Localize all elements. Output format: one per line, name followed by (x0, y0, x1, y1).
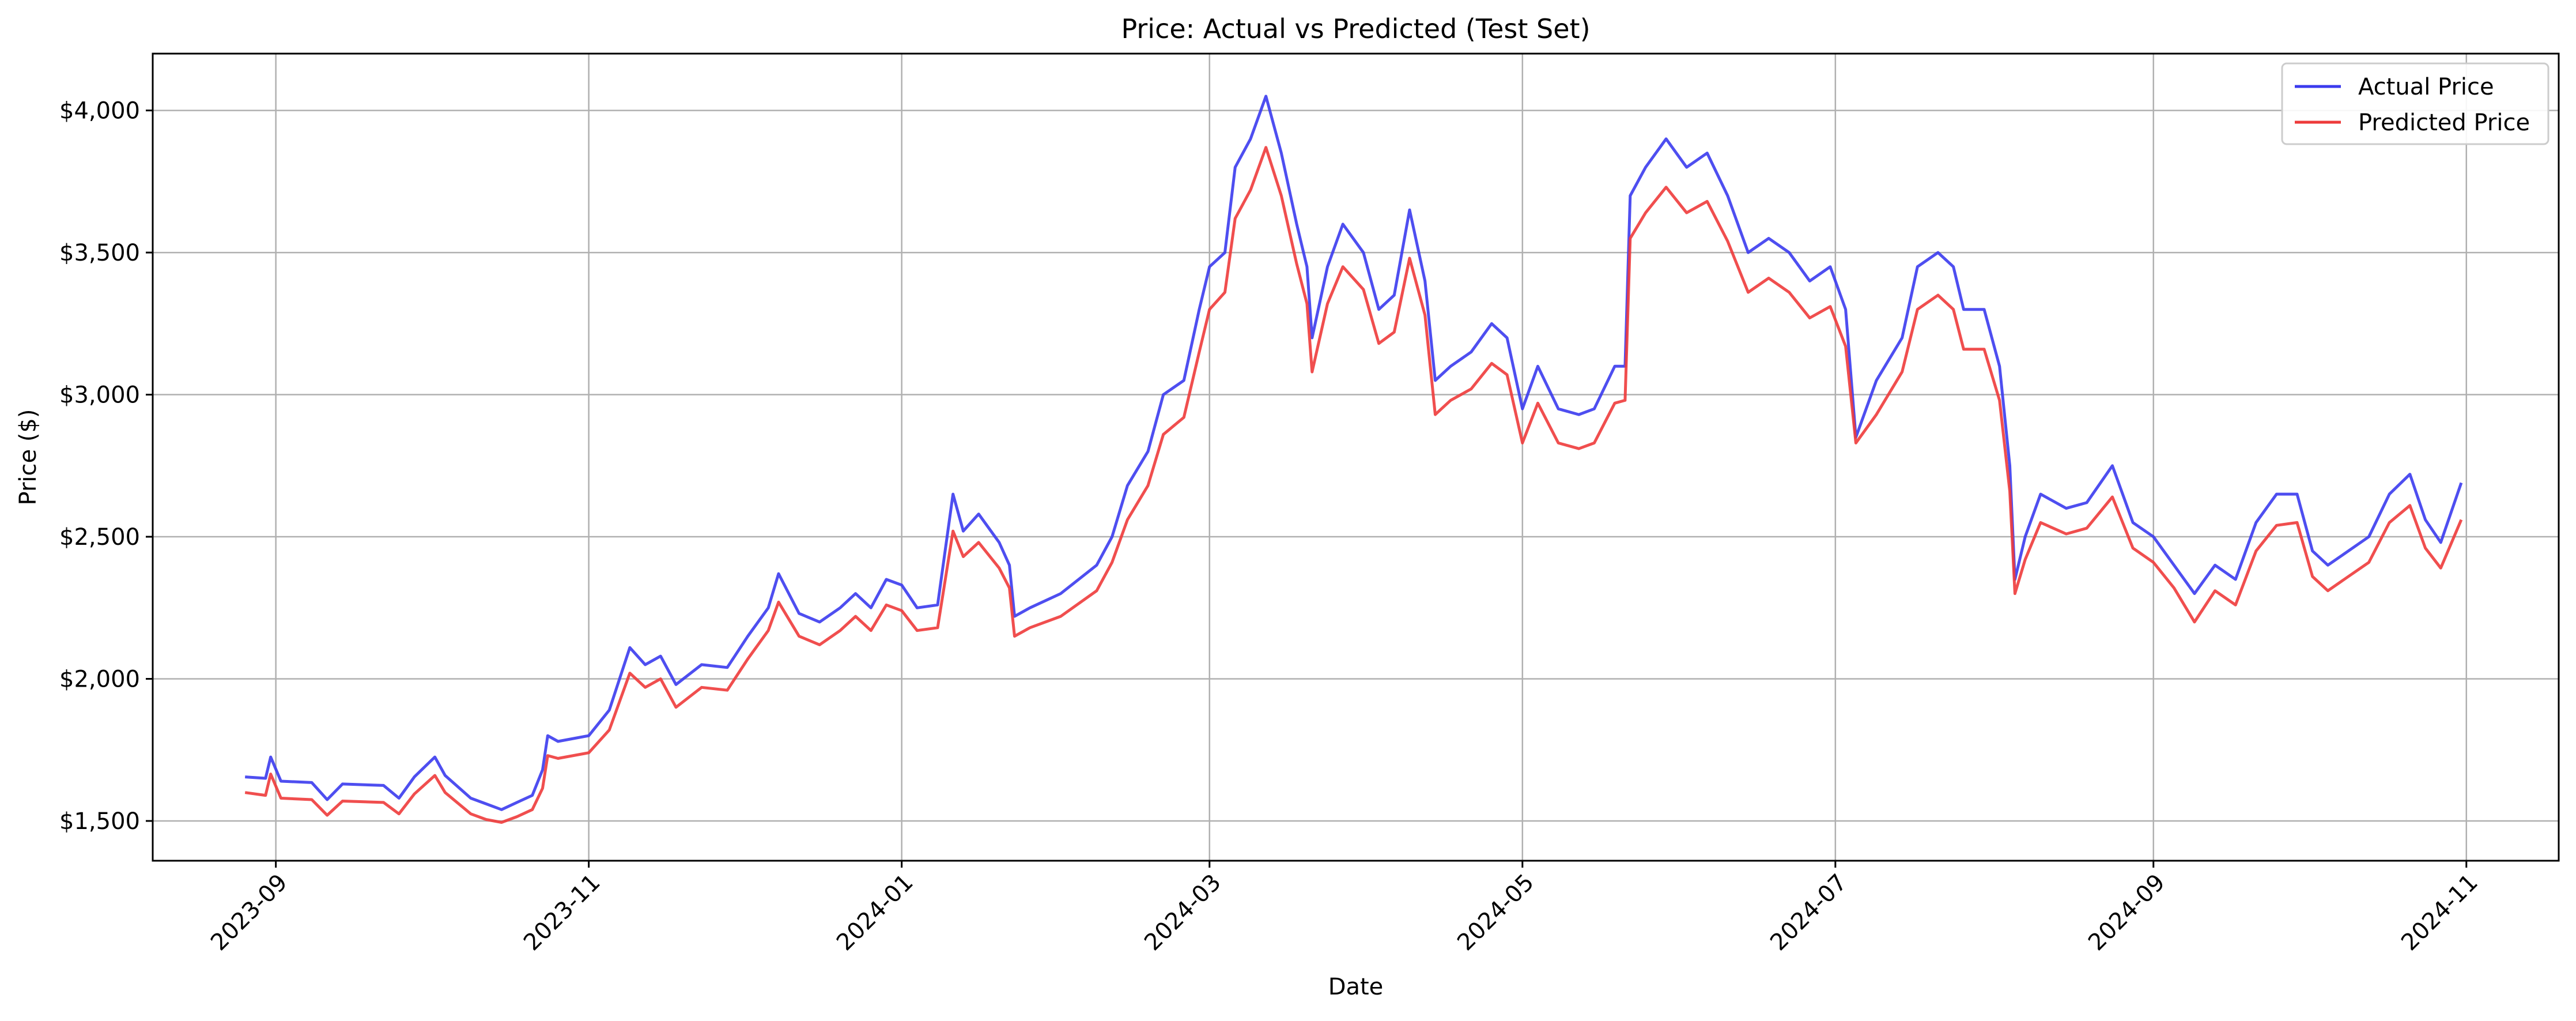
legend-label-actual: Actual Price (2358, 74, 2494, 100)
chart-title: Price: Actual vs Predicted (Test Set) (1121, 13, 1590, 44)
legend-label-predicted: Predicted Price (2358, 110, 2530, 136)
y-tick-label: $3,500 (59, 240, 140, 266)
series-line-actual (245, 95, 2463, 811)
y-axis-label: Price ($) (15, 409, 41, 506)
legend: Actual Price Predicted Price (2281, 62, 2549, 145)
series-line-predicted (244, 146, 2463, 824)
series-lines (244, 95, 2463, 824)
y-tick-label: $2,500 (59, 524, 140, 551)
y-tick-label: $3,000 (59, 382, 140, 409)
x-axis-label: Date (1328, 974, 1384, 1000)
legend-box (2281, 62, 2549, 145)
grid (153, 54, 2559, 861)
y-tick-label: $1,500 (59, 808, 140, 835)
plot-frame (152, 52, 2560, 862)
y-tick-label: $4,000 (59, 98, 140, 125)
y-tick-label: $2,000 (59, 666, 140, 693)
